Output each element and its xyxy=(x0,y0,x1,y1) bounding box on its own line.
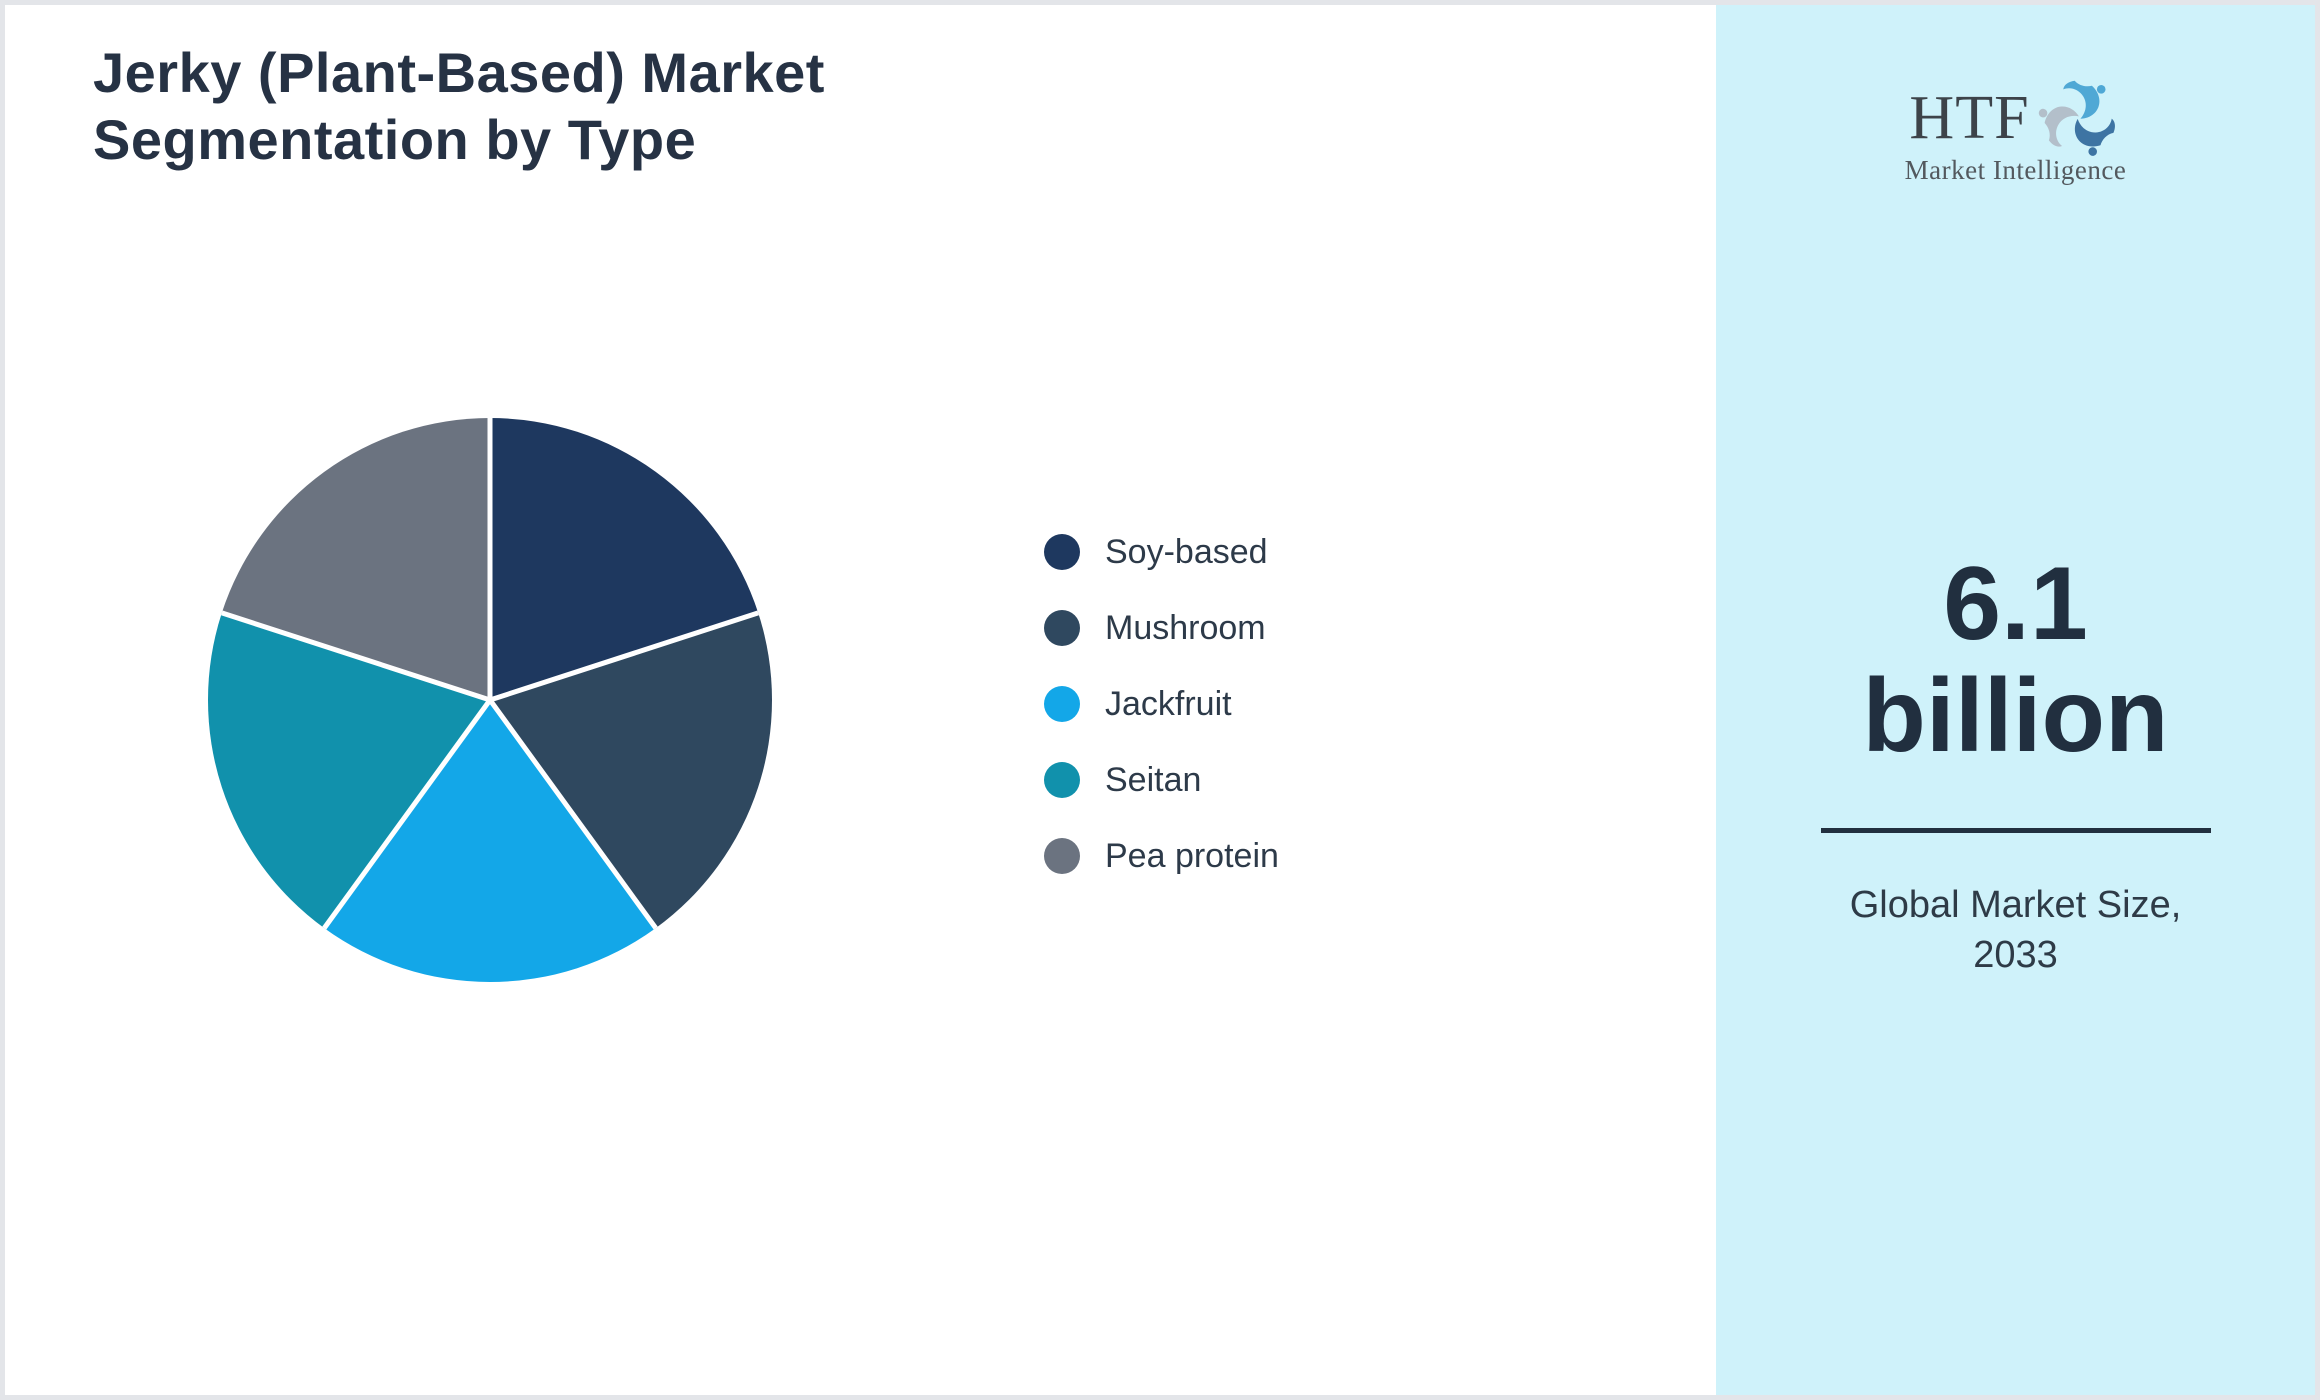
market-size-label-line1: Global Market Size, xyxy=(1849,884,2182,926)
dolphin-shape xyxy=(2062,80,2106,119)
dolphin-shape xyxy=(2038,106,2079,147)
brand-logo: HTF Market Intelligence xyxy=(1716,75,2315,186)
page-title: Jerky (Plant-Based) Market Segmentation … xyxy=(93,39,825,173)
legend-item-pea-protein: Pea protein xyxy=(1044,818,1279,894)
pie-slice-separator xyxy=(322,698,493,930)
legend-label: Seitan xyxy=(1105,760,1202,799)
legend-label: Soy-based xyxy=(1105,532,1268,571)
pie-slice-mushroom xyxy=(490,612,773,929)
pie-slice-separator xyxy=(487,698,658,930)
page-title-line2: Segmentation by Type xyxy=(93,108,697,171)
market-size-label-line2: 2033 xyxy=(1973,934,2058,976)
pie-slice-separator xyxy=(489,610,759,703)
legend-label: Jackfruit xyxy=(1105,684,1232,723)
market-size-label: Global Market Size, 2033 xyxy=(1716,880,2315,980)
pie-slice-separator xyxy=(221,610,491,703)
legend-item-soy-based: Soy-based xyxy=(1044,514,1279,590)
pie-chart xyxy=(207,418,773,983)
legend-item-mushroom: Mushroom xyxy=(1044,590,1279,666)
logo-brand-text: HTF xyxy=(1909,84,2030,152)
pie-slice-jackfruit xyxy=(324,700,656,983)
legend-dot-seitan xyxy=(1044,762,1080,798)
dolphins-trio-logo-icon xyxy=(2038,80,2115,156)
legend-dot-pea-protein xyxy=(1044,838,1080,874)
market-size-value: 6.1 billion xyxy=(1716,548,2315,772)
pie-slice-pea-protein xyxy=(221,418,491,700)
stat-divider xyxy=(1820,828,2211,833)
legend-item-jackfruit: Jackfruit xyxy=(1044,666,1279,742)
market-size-value-number: 6.1 xyxy=(1943,546,2088,662)
legend-label: Pea protein xyxy=(1105,836,1279,875)
pie-slice-seitan xyxy=(207,612,490,929)
legend-item-seitan: Seitan xyxy=(1044,742,1279,818)
logo-tagline: Market Intelligence xyxy=(1904,155,2127,185)
page-title-line1: Jerky (Plant-Based) Market xyxy=(93,41,825,104)
legend-dot-soy-based xyxy=(1044,534,1080,570)
legend-label: Mushroom xyxy=(1105,608,1266,647)
pie-slice-soy-based xyxy=(490,418,759,700)
legend-dot-mushroom xyxy=(1044,610,1080,646)
stats-sidebar: HTF Market Intelligence 6.1 xyxy=(1716,5,2315,1395)
brand-logo-row: HTF xyxy=(1716,75,2315,161)
legend-dot-jackfruit xyxy=(1044,686,1080,722)
chart-legend: Soy-based Mushroom Jackfruit Seitan Pea prot… xyxy=(1044,514,1279,894)
dolphin-shape xyxy=(2074,118,2115,156)
market-size-value-unit: billion xyxy=(1862,658,2169,774)
